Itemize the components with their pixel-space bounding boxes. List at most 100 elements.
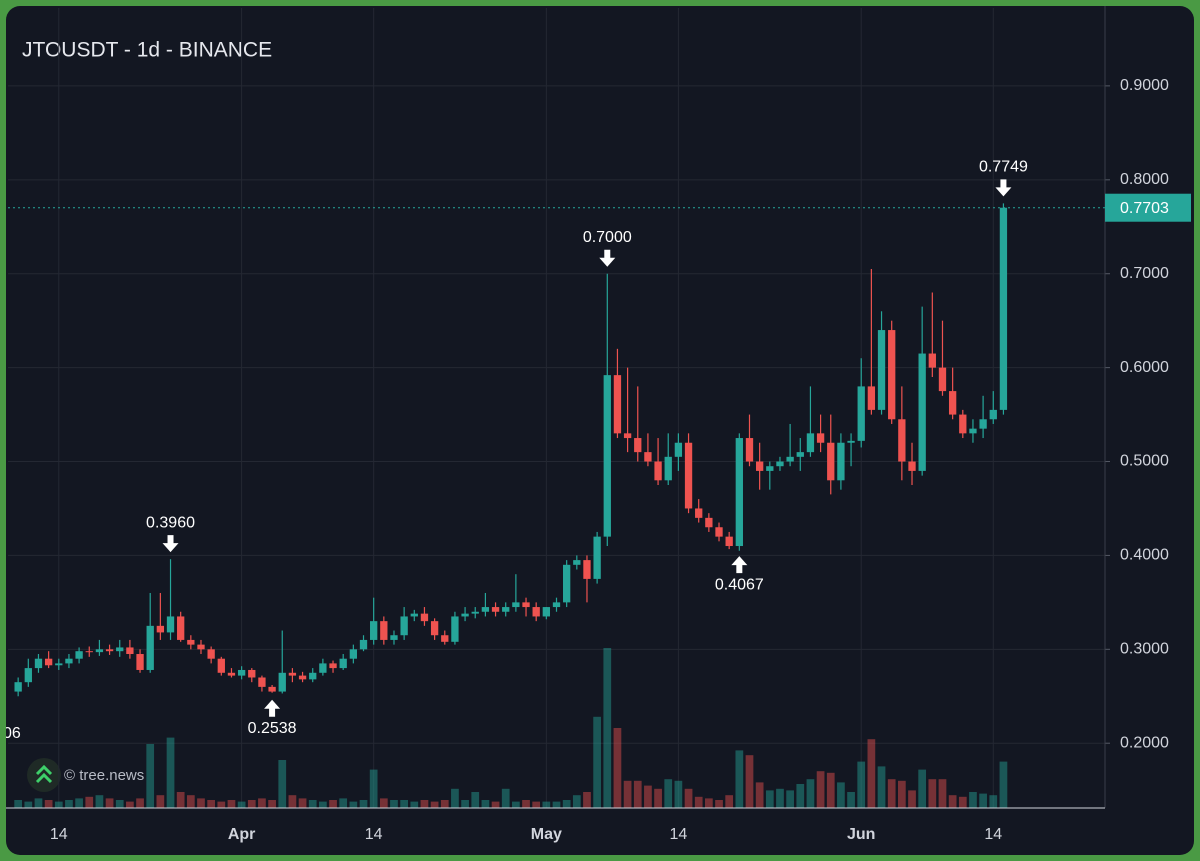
candle-body bbox=[979, 419, 987, 429]
annotation-arrow bbox=[731, 556, 748, 574]
volume-bar bbox=[623, 780, 632, 808]
candle-body bbox=[359, 639, 368, 650]
candle-body bbox=[400, 616, 408, 636]
candle-body bbox=[613, 375, 622, 434]
candle-body bbox=[522, 602, 530, 608]
candle-body bbox=[502, 607, 510, 612]
candle-body bbox=[664, 456, 672, 481]
volume-bar bbox=[339, 798, 348, 808]
volume-bar bbox=[542, 801, 551, 808]
x-tick-label: 14 bbox=[365, 826, 383, 843]
candle-body bbox=[207, 649, 215, 659]
volume-bar bbox=[867, 739, 876, 808]
candle-body bbox=[166, 616, 175, 633]
volume-bar bbox=[694, 796, 703, 808]
volume-bar bbox=[319, 801, 327, 808]
annotation-arrow bbox=[162, 535, 179, 553]
candle-body bbox=[339, 658, 347, 669]
chart-title: JTOUSDT - 1d - BINANCE bbox=[22, 39, 272, 62]
candle-body bbox=[75, 651, 83, 659]
volume-bar bbox=[105, 798, 114, 808]
volume-bar bbox=[572, 795, 581, 808]
candle-body bbox=[349, 649, 358, 659]
volume-bar bbox=[583, 792, 591, 808]
candle-body bbox=[237, 669, 246, 676]
chart-frame: JTOUSDT - 1d - BINANCE © tree.news 0.200… bbox=[6, 6, 1194, 855]
candle-body bbox=[461, 613, 469, 617]
volume-bar bbox=[308, 800, 317, 808]
volume-bar bbox=[146, 744, 155, 808]
volume-bar bbox=[633, 780, 642, 808]
volume-bar bbox=[613, 728, 622, 808]
volume-bar bbox=[227, 800, 236, 808]
volume-bar bbox=[938, 779, 947, 808]
candle-body bbox=[898, 419, 906, 462]
candle-body bbox=[684, 442, 693, 509]
x-tick-label: Jun bbox=[847, 826, 875, 843]
candle-body bbox=[806, 433, 815, 453]
candle-body bbox=[725, 536, 733, 547]
volume-bar bbox=[126, 801, 134, 808]
candle-body bbox=[136, 654, 144, 670]
volume-bar bbox=[461, 800, 469, 808]
volume-bar bbox=[471, 792, 480, 808]
volume-bar bbox=[379, 798, 388, 808]
volume-bar bbox=[908, 790, 916, 808]
candle-body bbox=[319, 663, 327, 673]
candle-body bbox=[654, 461, 662, 481]
candle-body bbox=[715, 527, 723, 537]
volume-bar bbox=[837, 782, 845, 808]
volume-bar bbox=[197, 798, 205, 808]
candle-body bbox=[227, 672, 236, 676]
volume-bar bbox=[857, 761, 866, 808]
y-tick-label: 0.3000 bbox=[1120, 641, 1169, 658]
volume-bar bbox=[989, 795, 998, 808]
candle-body bbox=[14, 682, 22, 692]
candle-body bbox=[126, 647, 134, 655]
candle-body bbox=[735, 438, 743, 547]
candle-body bbox=[34, 658, 43, 669]
volume-bar bbox=[298, 798, 307, 808]
candle-body bbox=[278, 672, 286, 692]
watermark-text: © tree.news bbox=[64, 767, 144, 784]
volume-bar bbox=[958, 796, 967, 808]
candle-body bbox=[766, 466, 774, 471]
volume-bar bbox=[786, 790, 794, 808]
y-tick-label: 0.9000 bbox=[1120, 77, 1169, 94]
y-tick-label: 0.5000 bbox=[1120, 453, 1169, 470]
volume-bar bbox=[735, 750, 744, 808]
candle-body bbox=[441, 635, 449, 642]
candle-body bbox=[24, 668, 32, 683]
volume-bar bbox=[532, 801, 541, 808]
candle-body bbox=[329, 663, 337, 669]
candle-body bbox=[705, 517, 713, 528]
volume-bar bbox=[369, 769, 378, 808]
annotation-label: 0.4067 bbox=[715, 576, 764, 593]
candle-body bbox=[969, 428, 977, 434]
volume-bar bbox=[725, 795, 734, 808]
volume-bar bbox=[34, 798, 43, 808]
volume-bar bbox=[715, 800, 723, 808]
volume-bar bbox=[65, 800, 73, 808]
candle-body bbox=[288, 672, 297, 676]
candle-body bbox=[827, 442, 835, 481]
volume-bar bbox=[999, 761, 1008, 808]
volume-bar bbox=[847, 792, 855, 808]
volume-bar bbox=[522, 800, 530, 808]
chart: JTOUSDT - 1d - BINANCE © tree.news 0.200… bbox=[6, 6, 1191, 843]
candle-body bbox=[471, 611, 479, 614]
candle-body bbox=[552, 602, 561, 608]
volume-bar bbox=[654, 788, 662, 808]
volume-bar bbox=[14, 800, 23, 808]
volume-bar bbox=[674, 780, 683, 808]
candle-body bbox=[390, 635, 398, 640]
candle-body bbox=[248, 669, 256, 678]
volume-bar bbox=[217, 801, 226, 808]
volume-bar bbox=[186, 795, 195, 808]
candle-body bbox=[146, 625, 154, 670]
candle-body bbox=[217, 658, 225, 673]
volume-bar bbox=[969, 792, 977, 808]
candle-body bbox=[938, 367, 947, 392]
candle-body bbox=[542, 607, 550, 617]
annotation-arrow bbox=[264, 699, 281, 717]
